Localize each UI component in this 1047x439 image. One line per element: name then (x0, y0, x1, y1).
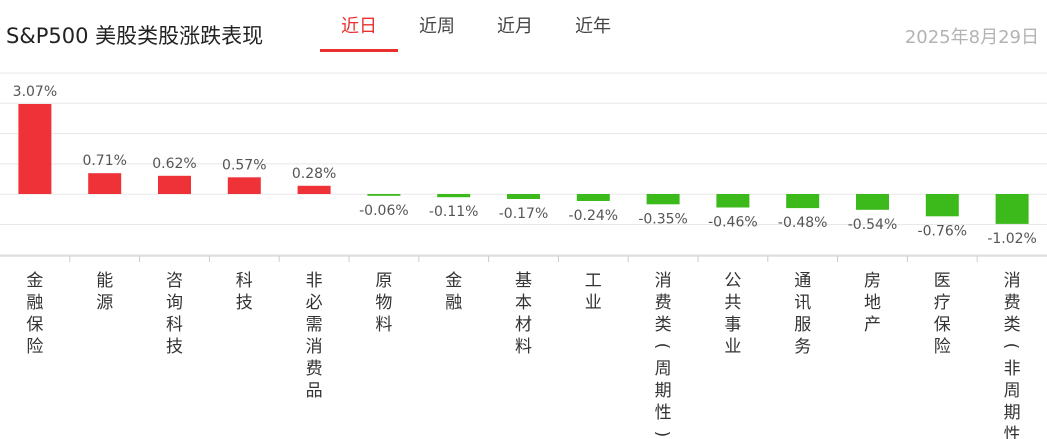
category-label-2-char-1: 询 (166, 293, 183, 313)
category-label-12-char-1: 地 (864, 293, 881, 313)
tab-week[interactable]: 近周 (419, 16, 455, 37)
category-label-9-char-1: 费 (655, 293, 672, 313)
data-label-13: -0.76% (918, 223, 968, 239)
category-label-5-char-0: 原 (375, 271, 392, 291)
category-label-4-char-5: 品 (306, 381, 323, 401)
category-label-6-char-1: 融 (445, 293, 462, 313)
category-label-9-char-3: ( (652, 343, 672, 350)
bar-12 (856, 194, 889, 210)
category-label-14-char-4: 非 (1004, 359, 1021, 379)
bar-8 (576, 194, 610, 201)
active-tab-indicator (320, 49, 398, 52)
category-label-0-char-1: 融 (26, 293, 43, 313)
category-label-7-char-3: 料 (515, 337, 532, 357)
data-label-5: -0.06% (359, 203, 409, 219)
bar-1 (88, 173, 122, 194)
category-label-9-char-4: 周 (655, 359, 672, 379)
tab-month[interactable]: 近月 (497, 16, 533, 37)
category-label-1-char-1: 源 (96, 293, 113, 313)
date-label: 2025年8月29日 (904, 27, 1039, 48)
category-label-7-char-0: 基 (515, 271, 532, 291)
category-label-12-char-0: 房 (864, 271, 881, 291)
category-label-4-char-0: 非 (306, 271, 323, 291)
bar-3 (227, 177, 261, 194)
category-label-2-char-0: 咨 (166, 271, 183, 291)
category-label-11-char-2: 服 (794, 315, 811, 335)
category-label-12-char-2: 产 (864, 315, 881, 335)
category-label-14-char-6: 期 (1004, 403, 1021, 423)
data-label-12: -0.54% (848, 217, 898, 233)
category-label-11-char-0: 通 (794, 271, 811, 291)
category-label-6-char-0: 金 (445, 271, 462, 291)
category-label-8-char-1: 业 (585, 293, 602, 313)
data-label-8: -0.24% (569, 208, 619, 224)
category-label-10-char-3: 业 (724, 337, 741, 357)
category-label-9-char-2: 类 (655, 315, 672, 335)
category-label-11-char-1: 讯 (794, 293, 811, 313)
category-label-5-char-1: 物 (375, 293, 392, 313)
data-label-3: 0.57% (222, 157, 266, 173)
data-label-9: -0.35% (638, 211, 688, 227)
category-label-10-char-0: 公 (724, 271, 741, 291)
category-label-9-char-6: 性 (655, 403, 672, 423)
category-label-13-char-1: 疗 (934, 293, 951, 313)
category-label-10-char-1: 共 (724, 293, 741, 313)
category-label-11-char-3: 务 (794, 337, 811, 357)
category-label-4-char-2: 需 (306, 315, 323, 335)
category-label-7-char-2: 材 (515, 315, 532, 335)
data-label-11: -0.48% (778, 215, 828, 231)
bar-10 (716, 194, 750, 208)
category-label-0-char-3: 险 (26, 337, 43, 357)
data-label-2: 0.62% (152, 156, 196, 172)
bar-5 (367, 194, 401, 196)
category-label-8-char-0: 工 (585, 271, 602, 291)
bar-7 (507, 194, 540, 199)
data-label-6: -0.11% (429, 204, 479, 220)
data-label-0: 3.07% (13, 84, 57, 100)
category-label-4-char-4: 费 (306, 359, 323, 379)
bar-14 (995, 194, 1029, 224)
category-label-14-char-7: 性 (1004, 425, 1021, 439)
category-label-13-char-0: 医 (934, 271, 951, 291)
data-label-7: -0.17% (499, 206, 549, 222)
data-label-4: 0.28% (292, 166, 336, 182)
chart-title: S&P500 美股类股涨跌表现 (6, 24, 264, 48)
category-label-1-char-0: 能 (96, 271, 113, 291)
category-label-14-char-3: ( (1001, 343, 1021, 350)
tab-year[interactable]: 近年 (575, 16, 611, 37)
category-label-3-char-1: 技 (236, 293, 253, 313)
category-label-9-char-5: 期 (655, 381, 672, 401)
data-label-10: -0.46% (708, 215, 758, 231)
category-label-14-char-1: 费 (1004, 293, 1021, 313)
category-label-13-char-2: 保 (934, 315, 951, 335)
category-label-14-char-0: 消 (1004, 271, 1021, 291)
category-label-0-char-2: 保 (26, 315, 43, 335)
category-label-9-char-7: ) (652, 431, 672, 438)
bar-4 (297, 185, 331, 194)
category-label-4-char-1: 必 (306, 293, 323, 313)
bar-9 (646, 194, 680, 205)
category-label-0-char-0: 金 (26, 271, 43, 291)
category-label-10-char-2: 事 (724, 315, 741, 335)
category-label-2-char-3: 技 (166, 337, 183, 357)
category-label-14-char-2: 类 (1004, 315, 1021, 335)
category-label-3-char-0: 科 (236, 271, 253, 291)
category-label-9-char-0: 消 (655, 271, 672, 291)
bar-2 (158, 175, 191, 194)
data-label-1: 0.71% (82, 153, 126, 169)
tab-day[interactable]: 近日 (341, 16, 377, 37)
bar-13 (925, 194, 959, 217)
category-label-5-char-2: 料 (375, 315, 392, 335)
category-label-13-char-3: 险 (934, 337, 951, 357)
category-label-14-char-5: 周 (1004, 381, 1021, 401)
category-label-7-char-1: 本 (515, 293, 532, 313)
bar-0 (18, 104, 52, 194)
bar-6 (437, 194, 471, 198)
bar-11 (786, 194, 820, 209)
category-label-4-char-3: 消 (306, 337, 323, 357)
data-label-14: -1.02% (987, 231, 1037, 247)
category-label-2-char-2: 科 (166, 315, 183, 335)
